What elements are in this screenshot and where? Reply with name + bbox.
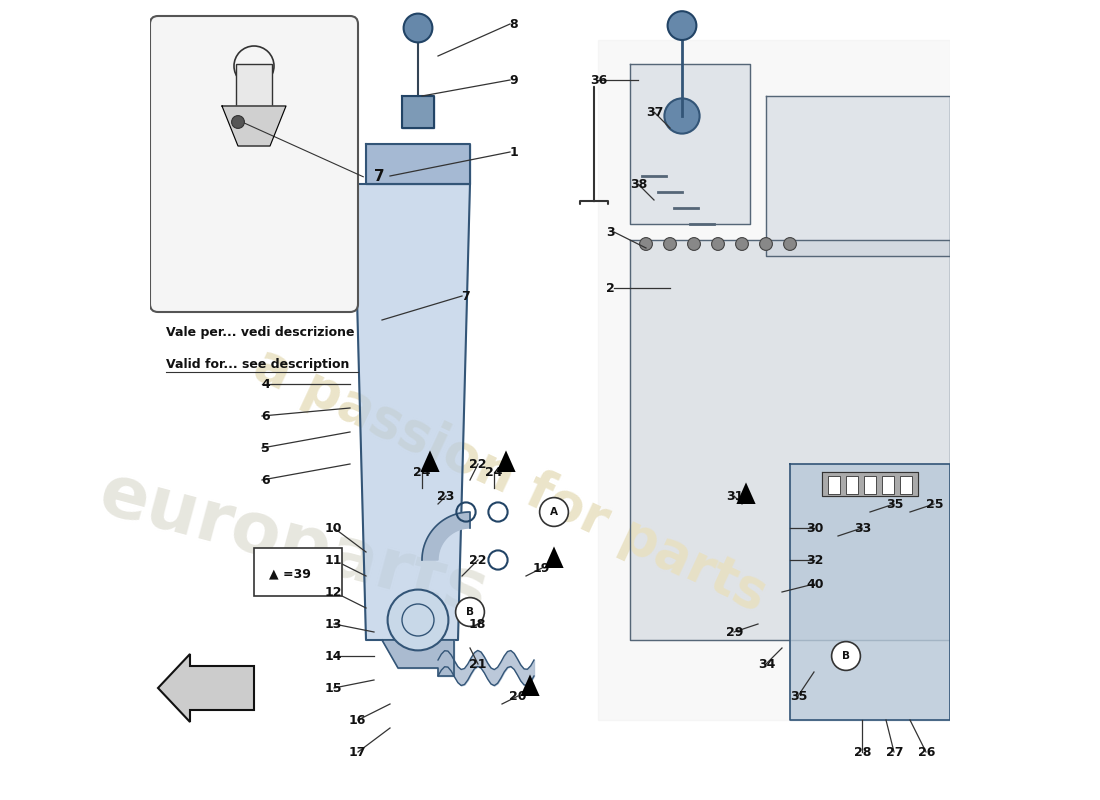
Circle shape (664, 98, 700, 134)
Bar (846, 476, 858, 494)
Polygon shape (496, 450, 516, 472)
Text: 22: 22 (469, 554, 486, 566)
Text: 28: 28 (854, 746, 871, 758)
Circle shape (736, 238, 748, 250)
Text: 32: 32 (806, 554, 824, 566)
Circle shape (712, 238, 725, 250)
Circle shape (783, 238, 796, 250)
Text: ▲ =39: ▲ =39 (270, 567, 311, 580)
Text: 2: 2 (606, 282, 615, 294)
Text: 20: 20 (508, 690, 526, 702)
Text: 35: 35 (790, 690, 807, 702)
Text: A: A (550, 507, 558, 517)
Text: 10: 10 (324, 522, 342, 534)
Text: 26: 26 (918, 746, 935, 758)
Polygon shape (222, 106, 286, 146)
Text: 30: 30 (806, 522, 824, 534)
Polygon shape (402, 96, 434, 128)
Bar (882, 476, 893, 494)
Circle shape (540, 498, 569, 526)
Polygon shape (420, 450, 440, 472)
Text: Valid for... see description: Valid for... see description (166, 358, 350, 371)
FancyArrow shape (158, 654, 254, 722)
Text: 16: 16 (349, 714, 366, 726)
Text: 24: 24 (412, 466, 430, 478)
Text: Vale per... vedi descrizione: Vale per... vedi descrizione (166, 326, 354, 339)
Text: 5: 5 (262, 442, 270, 454)
FancyBboxPatch shape (150, 16, 358, 312)
Polygon shape (422, 512, 470, 560)
Circle shape (404, 14, 432, 42)
Text: 22: 22 (469, 458, 486, 470)
Circle shape (232, 116, 244, 129)
Text: 13: 13 (324, 618, 342, 630)
Text: 27: 27 (886, 746, 903, 758)
Text: 18: 18 (469, 618, 486, 630)
Text: 40: 40 (806, 578, 824, 590)
Text: 23: 23 (437, 490, 454, 502)
Text: 17: 17 (349, 746, 366, 758)
Text: 34: 34 (758, 658, 776, 670)
Circle shape (455, 598, 484, 626)
Text: 33: 33 (854, 522, 871, 534)
Polygon shape (790, 464, 950, 720)
Circle shape (639, 238, 652, 250)
Polygon shape (382, 640, 454, 676)
Text: 12: 12 (324, 586, 342, 598)
Polygon shape (520, 674, 540, 696)
Text: 35: 35 (886, 498, 903, 510)
Polygon shape (354, 184, 470, 640)
Circle shape (663, 238, 676, 250)
Text: 36: 36 (590, 74, 607, 86)
Circle shape (832, 642, 860, 670)
Text: 11: 11 (324, 554, 342, 566)
Text: 19: 19 (532, 562, 550, 574)
FancyBboxPatch shape (236, 64, 272, 108)
Bar (828, 476, 839, 494)
Text: 38: 38 (630, 178, 647, 190)
Polygon shape (736, 482, 756, 504)
Text: 37: 37 (646, 106, 663, 118)
FancyBboxPatch shape (254, 548, 342, 596)
Bar (865, 476, 876, 494)
Circle shape (668, 11, 696, 40)
Text: 6: 6 (262, 410, 270, 422)
Text: 24: 24 (484, 466, 502, 478)
Circle shape (688, 238, 701, 250)
Polygon shape (630, 64, 750, 224)
Text: 7: 7 (461, 290, 470, 302)
Text: 6: 6 (262, 474, 270, 486)
Polygon shape (598, 40, 950, 720)
Text: 14: 14 (324, 650, 342, 662)
Polygon shape (766, 96, 950, 256)
Text: 7: 7 (374, 169, 385, 184)
Text: 8: 8 (509, 18, 518, 30)
Text: B: B (842, 651, 850, 661)
Text: 25: 25 (926, 498, 944, 510)
Text: 4: 4 (262, 378, 270, 390)
Bar (901, 476, 912, 494)
Polygon shape (630, 240, 950, 640)
Text: 9: 9 (509, 74, 518, 86)
Text: 21: 21 (469, 658, 486, 670)
Text: 29: 29 (726, 626, 744, 638)
Circle shape (760, 238, 772, 250)
Circle shape (387, 590, 449, 650)
Polygon shape (822, 472, 918, 496)
Text: europarts: europarts (92, 459, 496, 629)
Polygon shape (544, 546, 563, 568)
Text: 31: 31 (726, 490, 744, 502)
Text: a passion for parts: a passion for parts (245, 338, 774, 622)
Text: B: B (466, 607, 474, 617)
Polygon shape (366, 144, 470, 184)
Text: 15: 15 (324, 682, 342, 694)
Text: 1: 1 (509, 146, 518, 158)
Text: 3: 3 (606, 226, 615, 238)
